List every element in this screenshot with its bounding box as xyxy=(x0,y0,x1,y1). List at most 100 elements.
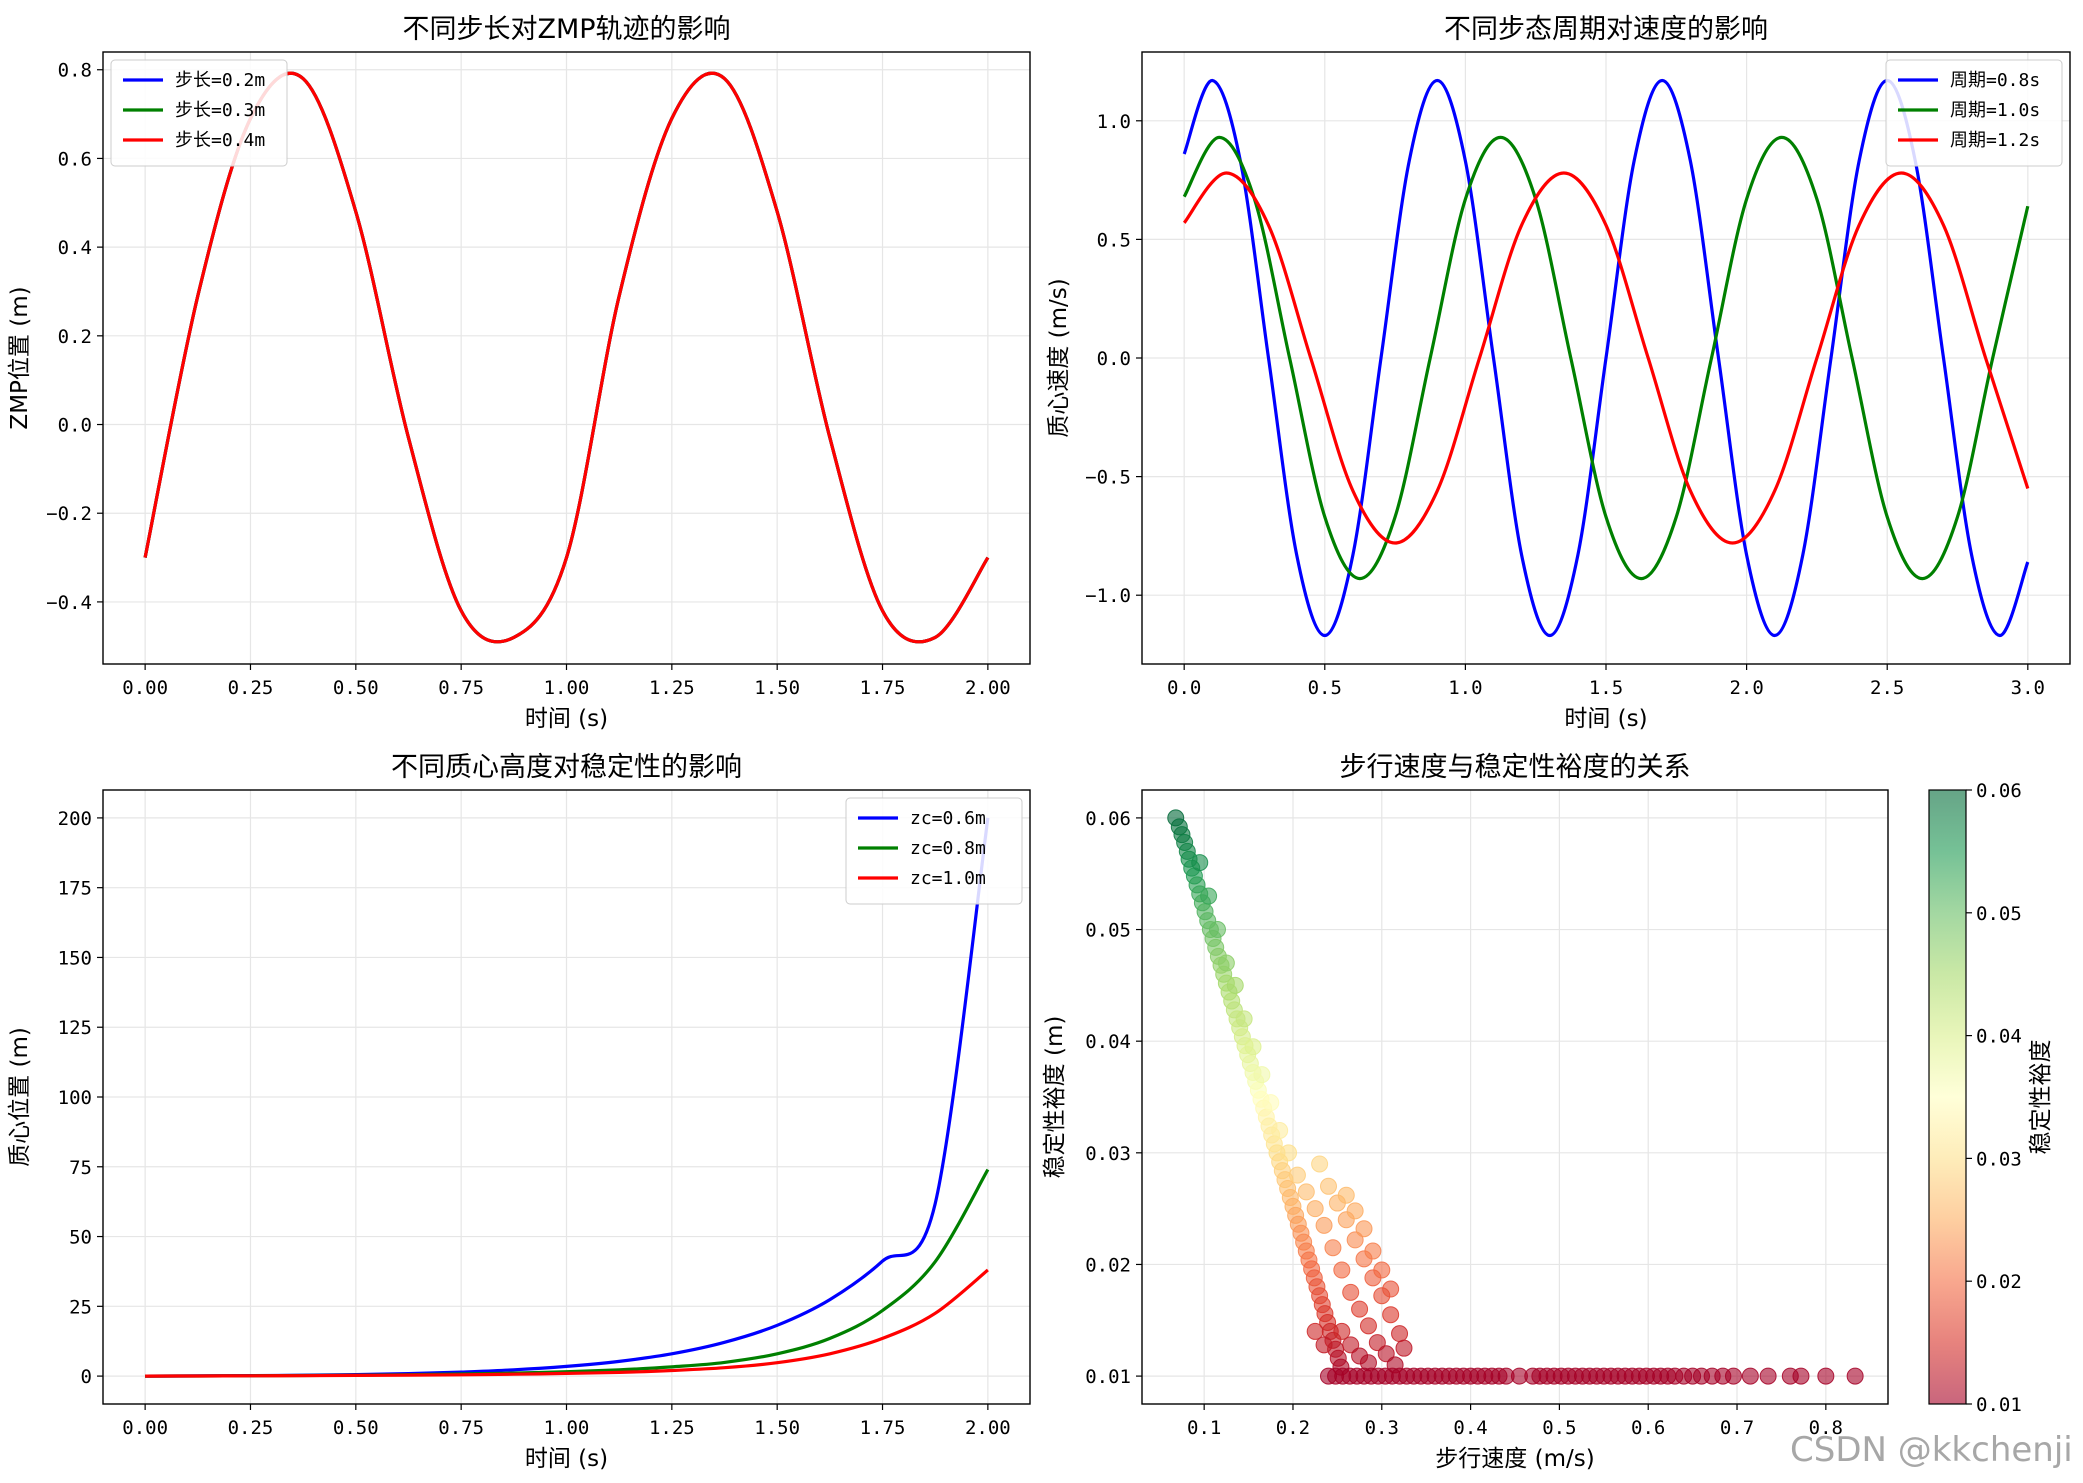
y-tick-label: −1.0 xyxy=(1085,585,1131,607)
scatter-point xyxy=(1395,1339,1413,1357)
x-tick-label: 1.50 xyxy=(754,677,800,699)
y-tick-label: 175 xyxy=(58,878,92,900)
y-tick-label: 0.06 xyxy=(1085,808,1131,830)
x-tick-label: 0.0 xyxy=(1167,677,1201,699)
x-tick-label: 0.2 xyxy=(1276,1417,1310,1439)
scatter-point xyxy=(1306,1322,1324,1340)
y-tick-label: 0.4 xyxy=(58,237,92,259)
x-tick-label: 0.8 xyxy=(1809,1417,1843,1439)
y-tick-label: 0.5 xyxy=(1097,229,1131,251)
legend-label: 步长=0.2m xyxy=(175,70,265,91)
y-tick-label: 100 xyxy=(58,1087,92,1109)
colorbar-tick-label: 0.03 xyxy=(1976,1148,2022,1170)
chart-title: 不同步长对ZMP轨迹的影响 xyxy=(402,14,730,45)
legend-label: zc=0.8m xyxy=(910,838,986,859)
y-tick-label: 0.02 xyxy=(1085,1254,1131,1276)
colorbar-tick-label: 0.01 xyxy=(1976,1394,2022,1416)
x-tick-label: 2.5 xyxy=(1870,677,1904,699)
chart-title: 不同质心高度对稳定性的影响 xyxy=(391,752,742,783)
legend-label: 步长=0.3m xyxy=(175,100,265,121)
x-tick-label: 0.50 xyxy=(333,1417,379,1439)
series-line-2 xyxy=(1182,135,2030,581)
legend-label: 周期=0.8s xyxy=(1950,70,2040,91)
scatter-point xyxy=(1377,1345,1395,1363)
y-axis-label: ZMP位置 (m) xyxy=(7,286,33,429)
series-line-3 xyxy=(1182,171,2030,545)
axes-frame xyxy=(1141,789,1889,1405)
scatter-point xyxy=(1324,1239,1342,1257)
x-tick-label: 0.75 xyxy=(438,1417,484,1439)
scatter-point xyxy=(1333,1261,1351,1279)
y-tick-label: 1.0 xyxy=(1097,111,1131,133)
x-tick-label: 0.00 xyxy=(122,1417,168,1439)
x-tick-label: 1.00 xyxy=(544,1417,590,1439)
y-tick-label: 50 xyxy=(69,1227,92,1249)
scatter-point xyxy=(1382,1280,1400,1298)
x-tick-label: 1.25 xyxy=(649,1417,695,1439)
scatter-point xyxy=(1244,1038,1262,1056)
scatter-point xyxy=(1311,1155,1329,1173)
y-tick-label: 0.0 xyxy=(1097,348,1131,370)
legend-label: zc=1.0m xyxy=(910,868,986,889)
gait-period-velocity-chart: 0.0 0.5 1.0 1.5 2.0 2.5 3.0 −1.0 −0.5 0.0 0.5 1.0 周期… xyxy=(1046,14,2071,732)
scatter-point xyxy=(1320,1177,1337,1195)
legend-label: 步长=0.4m xyxy=(175,130,265,151)
scatter-point xyxy=(1355,1220,1373,1238)
y-tick-label: 200 xyxy=(58,808,92,830)
y-tick-label: 0.04 xyxy=(1085,1031,1131,1053)
y-tick-label: 0.6 xyxy=(58,148,92,170)
colorbar-tick-label: 0.02 xyxy=(1976,1271,2022,1293)
scatter-point xyxy=(1337,1186,1355,1204)
speed-stability-margin-chart: 0.1 0.2 0.3 0.4 0.5 0.6 0.7 0.8 0.01 0.02 0.03 0.04… xyxy=(1042,752,1889,1472)
x-tick-label: 1.00 xyxy=(544,677,590,699)
axes-frame xyxy=(102,51,1031,665)
y-tick-label: 150 xyxy=(58,947,92,969)
y-tick-label: 0.8 xyxy=(58,60,92,82)
scatter-point xyxy=(1724,1367,1742,1385)
colorbar-tick-label: 0.04 xyxy=(1976,1026,2022,1048)
x-tick-label: 2.00 xyxy=(965,677,1011,699)
x-tick-label: 0.5 xyxy=(1542,1417,1576,1439)
scatter-point xyxy=(1368,1334,1386,1352)
scatter-point xyxy=(1391,1325,1409,1343)
x-tick-label: 0.3 xyxy=(1365,1417,1399,1439)
scatter-point xyxy=(1817,1367,1835,1385)
x-axis-label: 时间 (s) xyxy=(525,1446,608,1472)
colorbar-tick-label: 0.05 xyxy=(1976,903,2022,925)
scatter-point xyxy=(1191,854,1209,872)
scatter-point xyxy=(1373,1261,1391,1279)
scatter-point xyxy=(1346,1231,1364,1249)
scatter-point xyxy=(1306,1200,1324,1218)
scatter-point xyxy=(1217,954,1235,972)
x-tick-label: 0.00 xyxy=(122,677,168,699)
scatter-point xyxy=(1342,1283,1360,1301)
y-tick-label: −0.2 xyxy=(46,503,92,525)
y-tick-label: −0.5 xyxy=(1085,467,1131,489)
scatter-point xyxy=(1364,1242,1382,1260)
y-tick-label: 125 xyxy=(58,1017,92,1039)
x-tick-label: 0.75 xyxy=(438,677,484,699)
y-tick-label: 0.03 xyxy=(1085,1143,1131,1165)
legend-label: zc=0.6m xyxy=(910,808,986,829)
scatter-point xyxy=(1759,1367,1777,1385)
x-tick-label: 0.25 xyxy=(228,677,274,699)
x-tick-label: 0.6 xyxy=(1631,1417,1665,1439)
axes-frame xyxy=(1141,51,2071,665)
scatter-point xyxy=(1382,1306,1400,1324)
scatter-point xyxy=(1226,976,1244,994)
scatter-point xyxy=(1315,1336,1333,1354)
x-tick-label: 0.1 xyxy=(1187,1417,1221,1439)
y-tick-label: 75 xyxy=(69,1157,92,1179)
scatter-point xyxy=(1288,1166,1306,1184)
y-tick-label: 0.2 xyxy=(58,326,92,348)
scatter-point xyxy=(1792,1367,1810,1385)
legend-label: 周期=1.0s xyxy=(1950,100,2040,121)
scatter-point xyxy=(1333,1322,1351,1340)
x-tick-label: 0.5 xyxy=(1308,677,1342,699)
watermark: CSDN @kkchenji xyxy=(1790,1430,2073,1470)
x-tick-label: 3.0 xyxy=(2011,677,2045,699)
scatter-point xyxy=(1315,1216,1333,1234)
x-tick-label: 1.50 xyxy=(754,1417,800,1439)
x-tick-label: 0.50 xyxy=(333,677,379,699)
x-tick-label: 0.4 xyxy=(1453,1417,1487,1439)
